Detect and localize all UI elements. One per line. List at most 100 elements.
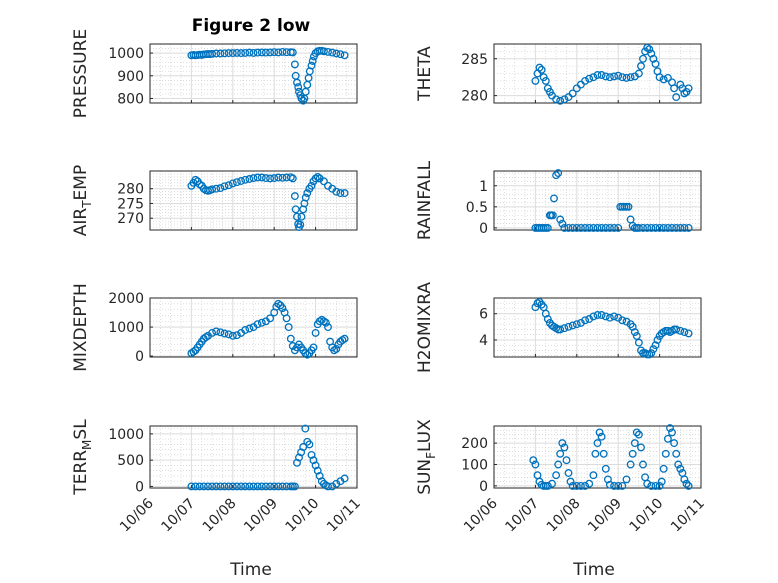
data-point — [610, 72, 619, 81]
data-point — [270, 174, 279, 183]
data-point — [245, 482, 254, 491]
data-point — [340, 51, 349, 60]
y-tick-label: 280 — [461, 89, 488, 105]
data-point — [680, 475, 689, 484]
data-point — [228, 331, 237, 340]
data-point — [554, 169, 563, 178]
data-point — [674, 460, 683, 469]
data-point — [593, 71, 602, 79]
data-point — [290, 60, 299, 69]
data-point — [228, 179, 237, 188]
data-point — [286, 334, 295, 343]
data-point — [257, 173, 266, 182]
data-point — [232, 482, 241, 491]
data-point — [537, 65, 546, 74]
data-point — [634, 338, 643, 347]
data-point — [634, 223, 643, 232]
data-point — [531, 76, 540, 85]
y-tick-label: 2000 — [108, 291, 144, 307]
data-point — [618, 73, 627, 82]
data-point — [301, 424, 310, 433]
data-point — [245, 175, 254, 183]
data-point — [328, 48, 337, 57]
data-point — [321, 318, 330, 327]
x-tick-label: 10/07 — [158, 496, 198, 536]
subplot-terr_msl: 0 500 1000 TERRMSL 10/06 10/07 10/08 10/09 10/10… — [71, 419, 364, 536]
data-point — [237, 482, 246, 491]
data-point — [245, 48, 254, 57]
data-point — [340, 474, 349, 483]
data-point — [651, 59, 660, 68]
data-point — [237, 49, 246, 58]
data-point — [672, 93, 681, 102]
data-point — [558, 219, 567, 228]
data-point — [282, 314, 291, 323]
data-point — [668, 428, 676, 437]
data-point — [643, 43, 652, 52]
data-point — [550, 194, 558, 203]
data-point — [216, 49, 225, 58]
y-tick-label: 0 — [135, 479, 144, 495]
data-point — [657, 477, 666, 486]
y-tick-label: 1000 — [108, 427, 144, 443]
data-point — [266, 48, 275, 57]
data-point — [666, 424, 674, 433]
data-point — [270, 482, 279, 491]
data-point — [680, 223, 689, 232]
y-axis-label: MIXDEPTH — [71, 283, 91, 372]
data-point — [224, 482, 233, 491]
data-point — [245, 324, 254, 333]
data-point — [564, 223, 573, 232]
y-tick-label: 200 — [461, 436, 488, 452]
series-sunflux — [529, 424, 693, 490]
y-axis-label: THETA — [415, 46, 435, 102]
data-point — [556, 215, 565, 224]
x-tick-label: 10/07 — [502, 496, 542, 536]
data-point — [647, 223, 656, 232]
data-point — [297, 94, 306, 103]
data-point — [568, 223, 577, 232]
data-point — [593, 223, 602, 232]
data-point — [672, 325, 681, 334]
data-point — [576, 481, 585, 490]
data-point — [554, 460, 563, 469]
data-point — [585, 74, 594, 83]
data-point — [618, 481, 627, 490]
data-point — [605, 73, 614, 82]
data-point — [655, 481, 664, 490]
data-point — [241, 48, 250, 57]
x-axis-label-right: Time — [572, 560, 615, 580]
data-point — [257, 318, 266, 327]
data-point — [228, 49, 237, 58]
data-point — [585, 223, 594, 232]
y-tick-label: 1000 — [108, 320, 144, 336]
data-point — [581, 481, 590, 490]
data-point — [208, 49, 217, 58]
data-point — [332, 344, 341, 353]
y-axis-label: RAINFALL — [415, 160, 435, 240]
data-point — [212, 184, 221, 193]
data-point — [680, 89, 689, 98]
data-point — [220, 482, 229, 491]
axes-border — [149, 170, 358, 231]
data-point — [552, 95, 561, 104]
data-point — [311, 174, 320, 183]
data-point — [670, 439, 679, 448]
data-point — [308, 57, 317, 65]
data-point — [659, 75, 668, 84]
data-point — [682, 479, 691, 488]
data-point — [305, 440, 314, 449]
data-point — [257, 482, 266, 491]
x-tick-label: 10/06 — [117, 495, 157, 535]
x-tick-label: 10/10 — [627, 496, 667, 536]
series-terr_msl — [187, 424, 349, 491]
data-point — [324, 323, 332, 332]
data-point — [630, 439, 639, 448]
data-point — [649, 54, 658, 63]
axes-frame — [149, 170, 358, 231]
data-point — [241, 175, 250, 184]
data-point — [670, 84, 679, 93]
data-point — [564, 322, 573, 331]
data-point — [597, 71, 606, 79]
